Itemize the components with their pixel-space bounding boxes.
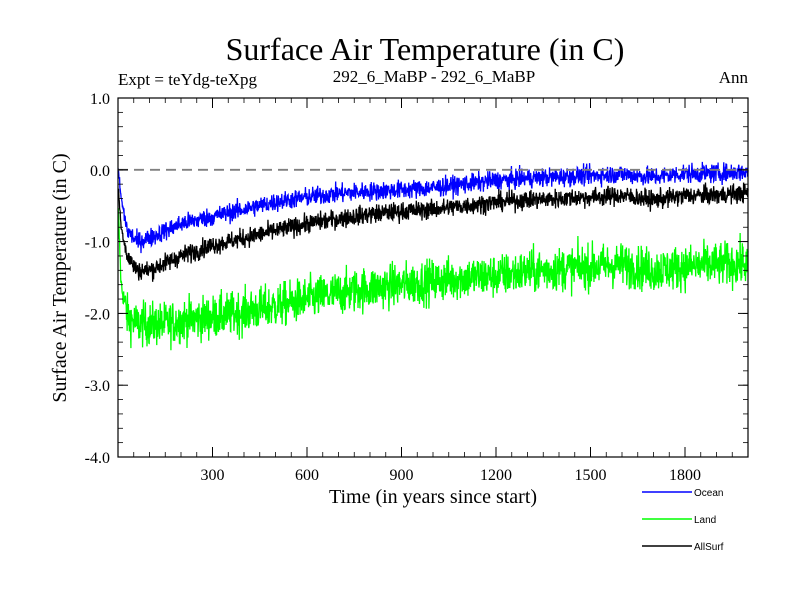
series-line-allsurf: [117, 182, 749, 282]
y-tick-label: -2.0: [85, 306, 110, 323]
y-tick-label: 1.0: [90, 91, 110, 108]
x-tick-label: 600: [295, 467, 319, 484]
y-tick-label: -3.0: [85, 378, 110, 395]
x-tick-label: 900: [390, 467, 414, 484]
y-tick-label: 0.0: [90, 163, 110, 180]
chart-title: Surface Air Temperature (in C): [226, 31, 625, 67]
chart-subtitle-left: Expt = teYdg-teXpg: [118, 70, 257, 89]
series-line-land: [117, 208, 749, 351]
chart-subtitle-right: Ann: [719, 68, 749, 87]
x-axis-label: Time (in years since start): [329, 486, 537, 508]
x-tick-label: 300: [201, 467, 225, 484]
axes-layer: 1.0 0.0 -1.0 -2.0 -3.0 -4.0 300 600 900 1200 1500 1…: [85, 91, 749, 484]
y-axis-label: Surface Air Temperature (in C): [49, 153, 71, 402]
legend-label-allsurf: AllSurf: [694, 542, 724, 553]
series-line-ocean: [117, 161, 749, 254]
legend: Ocean Land AllSurf: [642, 488, 724, 553]
x-tick-label: 1200: [480, 467, 512, 484]
y-tick-label: -1.0: [85, 235, 110, 252]
x-tick-label: 1800: [669, 467, 701, 484]
y-tick-label: -4.0: [85, 450, 110, 467]
chart-subtitle-center: 292_6_MaBP - 292_6_MaBP: [333, 67, 535, 86]
x-tick-label: 1500: [575, 467, 607, 484]
series-layer: [117, 161, 749, 351]
legend-label-land: Land: [694, 515, 716, 526]
legend-label-ocean: Ocean: [694, 488, 723, 499]
